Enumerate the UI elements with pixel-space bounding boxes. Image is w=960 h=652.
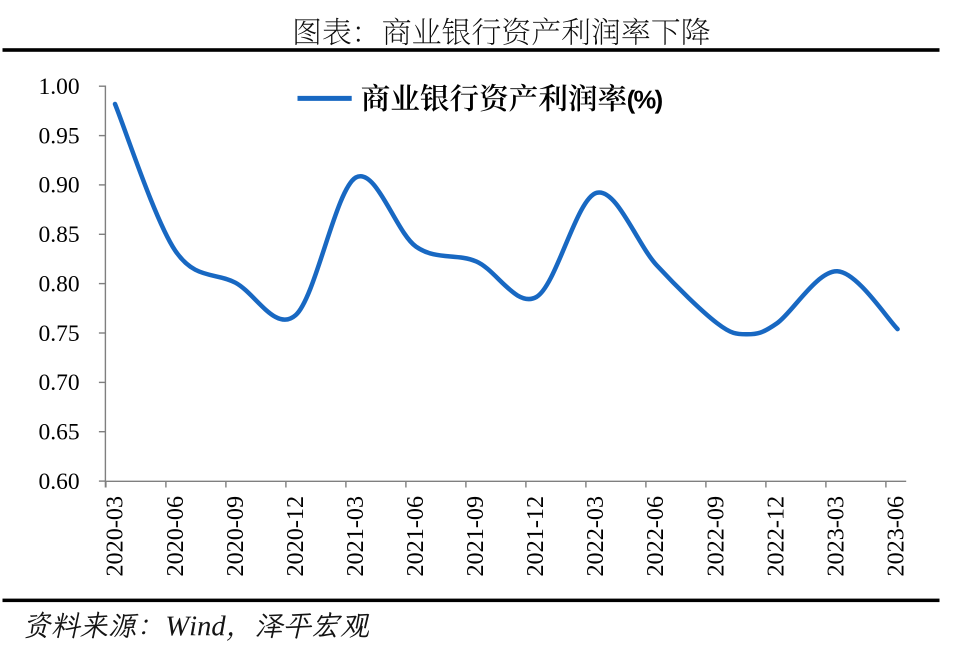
svg-text:2023-06: 2023-06 [883,496,910,577]
svg-text:0.95: 0.95 [38,123,79,149]
svg-text:2022-06: 2022-06 [642,496,669,577]
svg-text:2020-03: 2020-03 [102,496,129,577]
svg-text:0.90: 0.90 [38,173,79,199]
svg-text:0.60: 0.60 [38,469,79,495]
svg-text:0.80: 0.80 [38,271,79,297]
svg-text:2020-12: 2020-12 [282,496,309,577]
svg-text:0.70: 0.70 [38,370,79,396]
svg-text:2020-06: 2020-06 [162,496,189,577]
svg-text:2021-03: 2021-03 [342,496,369,577]
svg-text:2022-03: 2022-03 [582,496,609,577]
svg-text:0.75: 0.75 [38,321,79,347]
svg-text:0.65: 0.65 [38,420,79,446]
svg-text:2022-09: 2022-09 [702,496,729,577]
svg-text:2023-03: 2023-03 [822,496,849,577]
svg-text:2021-12: 2021-12 [522,496,549,577]
svg-text:2021-09: 2021-09 [462,496,489,577]
svg-text:2020-09: 2020-09 [222,496,249,577]
svg-text:1.00: 1.00 [38,74,79,100]
svg-text:2021-06: 2021-06 [402,496,429,577]
svg-text:2022-12: 2022-12 [762,496,789,577]
svg-text:0.85: 0.85 [38,222,79,248]
